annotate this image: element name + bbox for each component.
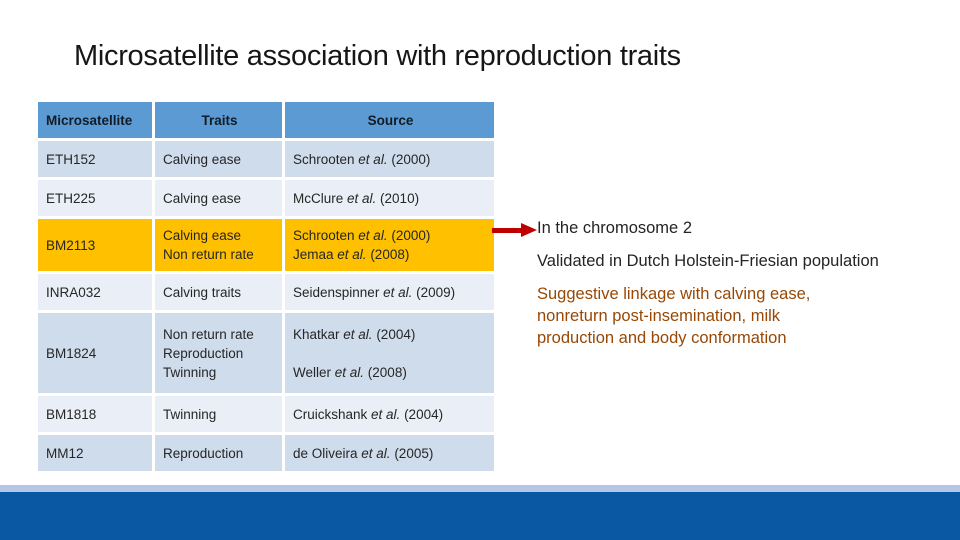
microsatellite-cell: BM1818 xyxy=(38,396,152,432)
source-cell: Cruickshank et al. (2004) xyxy=(285,396,494,432)
source-cell: de Oliveira et al. (2005) xyxy=(285,435,494,471)
source-cell: McClure et al. (2010) xyxy=(285,180,494,216)
microsatellite-cell: ETH225 xyxy=(38,180,152,216)
source-cell: Seidenspinner et al. (2009) xyxy=(285,274,494,310)
traits-cell: Calving ease Non return rate xyxy=(155,219,282,271)
traits-cell: Non return rate Reproduction Twinning xyxy=(155,313,282,393)
arrow-head xyxy=(521,223,537,237)
arrow-shaft xyxy=(492,228,522,233)
table-row: BM1818 Twinning Cruickshank et al. (2004) xyxy=(38,396,494,432)
callout-text-block: In the chromosome 2 Validated in Dutch Ho… xyxy=(537,217,937,360)
table-row: MM12 Reproduction de Oliveira et al. (2005… xyxy=(38,435,494,471)
microsatellite-cell: MM12 xyxy=(38,435,152,471)
column-header: Source xyxy=(285,102,494,138)
source-cell: Schrooten et al. (2000) Jemaa et al. (200… xyxy=(285,219,494,271)
footer-bar xyxy=(0,492,960,540)
column-header: Traits xyxy=(155,102,282,138)
table-row: INRA032 Calving traits Seidenspinner et al… xyxy=(38,274,494,310)
table-row: BM1824 Non return rate Reproduction Twinnin… xyxy=(38,313,494,393)
microsatellite-table: Microsatellite Traits Source ETH152 Calving… xyxy=(38,102,494,471)
traits-cell: Reproduction xyxy=(155,435,282,471)
table-row-highlighted: BM2113 Calving ease Non return rate Schroot… xyxy=(38,219,494,271)
microsatellite-cell: ETH152 xyxy=(38,141,152,177)
red-right-arrow-icon xyxy=(492,223,537,238)
column-header: Microsatellite xyxy=(38,102,152,138)
table-row: ETH225 Calving ease McClure et al. (2010) xyxy=(38,180,494,216)
source-cell: Khatkar et al. (2004) Weller et al. (200… xyxy=(285,313,494,393)
traits-cell: Calving traits xyxy=(155,274,282,310)
traits-cell: Calving ease xyxy=(155,141,282,177)
footer-accent-stripe xyxy=(0,485,960,492)
microsatellite-cell: INRA032 xyxy=(38,274,152,310)
table-row: ETH152 Calving ease Schrooten et al. (2000… xyxy=(38,141,494,177)
source-cell: Schrooten et al. (2000) xyxy=(285,141,494,177)
microsatellite-cell: BM2113 xyxy=(38,219,152,271)
callout-paragraph: Validated in Dutch Holstein-Friesian pop… xyxy=(537,252,879,270)
slide-title: Microsatellite association with reproduc… xyxy=(74,40,681,72)
traits-cell: Twinning xyxy=(155,396,282,432)
callout-paragraph: In the chromosome 2 xyxy=(537,219,692,237)
table-header-row: Microsatellite Traits Source xyxy=(38,102,494,138)
callout-paragraph: Suggestive linkage with calving ease, non… xyxy=(537,285,811,347)
microsatellite-cell: BM1824 xyxy=(38,313,152,393)
traits-cell: Calving ease xyxy=(155,180,282,216)
